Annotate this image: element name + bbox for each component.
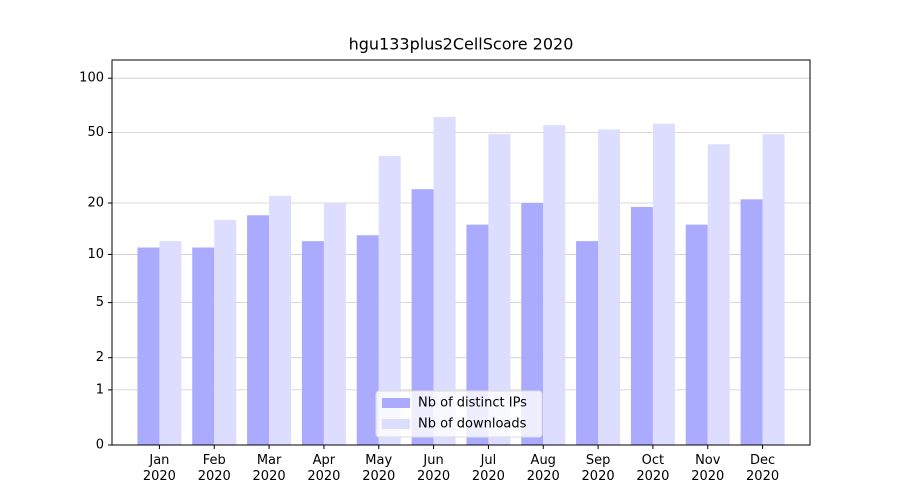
bar — [598, 129, 621, 446]
bar — [630, 206, 653, 445]
legend-label: Nb of downloads — [418, 417, 527, 432]
x-tick-label: Jan 2020 — [142, 453, 176, 484]
y-tick-label: 50 — [87, 125, 104, 140]
bar — [707, 144, 730, 445]
bar — [433, 116, 456, 445]
bar — [521, 203, 544, 445]
y-tick-label: 0 — [96, 438, 104, 453]
x-tick-label: Oct 2020 — [636, 453, 670, 484]
bar — [247, 215, 270, 445]
bar — [466, 224, 489, 445]
x-tick-label: Apr 2020 — [307, 453, 341, 484]
bar — [685, 224, 708, 445]
bar — [740, 199, 763, 445]
x-tick-label: Dec 2020 — [746, 453, 780, 484]
x-tick-label: Feb 2020 — [197, 453, 231, 484]
y-tick-label: 5 — [96, 295, 104, 310]
bar — [159, 241, 182, 445]
bar — [411, 189, 434, 445]
x-tick-label: Jul 2020 — [471, 453, 505, 484]
bar — [543, 125, 566, 445]
chart-title: hgu133plus2CellScore 2020 — [349, 35, 574, 54]
y-tick-label: 1 — [96, 382, 104, 397]
legend-swatch — [382, 398, 410, 408]
x-tick-label: Jun 2020 — [417, 453, 451, 484]
plot-frame — [111, 59, 811, 446]
x-tick-label: Sep 2020 — [581, 453, 615, 484]
bar — [762, 134, 785, 445]
bar — [488, 134, 511, 445]
x-tick-label: Mar 2020 — [252, 453, 286, 484]
bar — [192, 247, 215, 445]
y-tick-label: 2 — [96, 350, 104, 365]
legend-swatch — [382, 419, 410, 429]
x-tick-label: Aug 2020 — [526, 453, 560, 484]
bar — [323, 203, 346, 445]
bar — [576, 241, 599, 445]
bar — [137, 247, 160, 445]
bar — [214, 219, 237, 445]
x-tick-label: Nov 2020 — [691, 453, 725, 484]
bar — [301, 241, 324, 445]
bar — [356, 235, 379, 445]
bar — [652, 123, 675, 445]
y-tick-label: 100 — [79, 71, 104, 86]
legend-box — [375, 390, 543, 438]
bar — [378, 155, 401, 445]
y-tick-label: 20 — [87, 196, 104, 211]
legend-label: Nb of distinct IPs — [418, 396, 527, 411]
y-tick-label: 10 — [87, 247, 104, 262]
x-tick-label: May 2020 — [362, 453, 396, 484]
bar — [269, 195, 292, 445]
